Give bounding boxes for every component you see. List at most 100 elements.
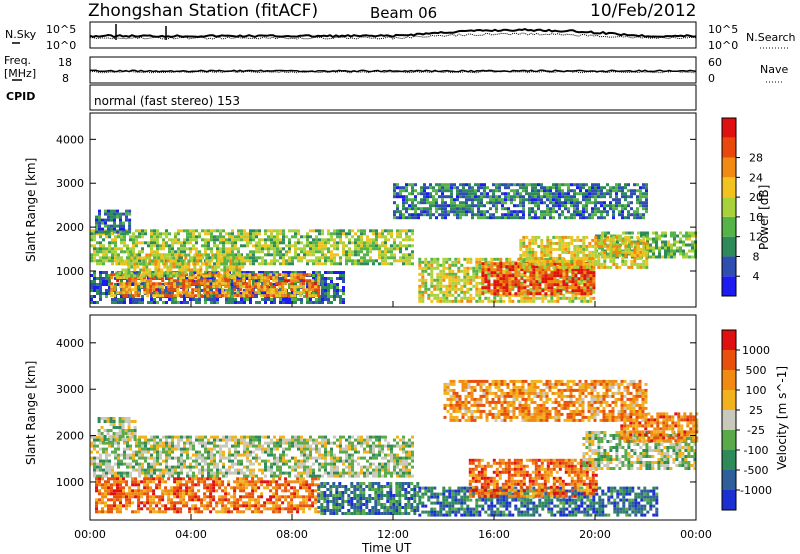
heatmap-cell — [499, 274, 503, 278]
heatmap-cell — [348, 247, 351, 251]
heatmap-cell — [583, 274, 587, 278]
heatmap-cell — [276, 235, 279, 239]
heatmap-cell — [216, 250, 219, 254]
heatmap-cell — [111, 229, 114, 233]
heatmap-cell — [366, 244, 369, 248]
heatmap-cell — [600, 201, 603, 205]
heatmap-cell — [670, 234, 673, 238]
heatmap-cell — [541, 293, 545, 297]
heatmap-cell — [279, 247, 282, 251]
heatmap-cell — [586, 286, 590, 290]
heatmap-cell — [285, 298, 288, 301]
heatmap-cell — [178, 265, 182, 269]
heatmap-cell — [384, 253, 387, 257]
heatmap-cell — [122, 294, 126, 298]
heatmap-cell — [444, 207, 447, 211]
heatmap-cell — [135, 459, 138, 463]
heatmap-cell — [173, 294, 177, 298]
heatmap-cell — [238, 253, 242, 257]
heatmap-cell — [465, 198, 468, 202]
heatmap-cell — [93, 435, 96, 439]
heatmap-cell — [132, 244, 135, 248]
heatmap-cell — [408, 262, 411, 266]
heatmap-cell — [222, 229, 225, 233]
heatmap-cell — [138, 438, 141, 442]
heatmap-cell — [528, 262, 532, 266]
heatmap-cell — [167, 288, 171, 292]
heatmap-cell — [153, 459, 156, 463]
heatmap-cell — [535, 283, 539, 287]
heatmap-cell — [688, 255, 691, 259]
heatmap-cell — [354, 241, 357, 245]
heatmap-cell — [110, 276, 114, 280]
heatmap-cell — [153, 292, 156, 295]
heatmap-cell — [342, 271, 345, 274]
heatmap-cell — [384, 262, 387, 266]
heatmap-cell — [633, 250, 637, 254]
heatmap-cell — [99, 474, 102, 478]
heatmap-cell — [451, 281, 455, 285]
heatmap-cell — [354, 250, 357, 254]
noise-search-line — [89, 32, 697, 40]
heatmap-cell — [330, 283, 333, 286]
heatmap-cell — [175, 265, 179, 269]
heatmap-cell — [642, 259, 646, 263]
heatmap-cell — [123, 301, 126, 304]
heatmap-cell — [184, 265, 188, 269]
heatmap-cell — [270, 247, 273, 251]
heatmap-cell — [208, 271, 212, 275]
heatmap-cell — [312, 247, 315, 251]
heatmap-cell — [171, 468, 174, 472]
heatmap-cell — [121, 268, 125, 272]
heatmap-cell — [363, 232, 366, 236]
heatmap-cell — [336, 229, 339, 233]
heatmap-cell — [105, 441, 108, 445]
heatmap-cell — [166, 271, 170, 275]
heatmap-cell — [442, 296, 446, 300]
heatmap-cell — [132, 271, 135, 274]
heatmap-cell — [405, 256, 408, 260]
heatmap-cell — [203, 282, 207, 286]
heatmap-cell — [159, 444, 162, 448]
heatmap-cell — [348, 241, 351, 245]
heatmap-cell — [591, 207, 594, 211]
heatmap-cell — [205, 268, 209, 272]
heatmap-cell — [639, 238, 643, 242]
heatmap-cell — [543, 259, 547, 263]
heatmap-cell — [475, 269, 479, 273]
heatmap-cell — [141, 465, 144, 469]
heatmap-cell — [135, 444, 138, 448]
heatmap-cell — [502, 280, 506, 284]
heatmap-cell — [117, 456, 120, 460]
heatmap-cell — [146, 291, 150, 295]
heatmap-cell — [589, 284, 593, 288]
heatmap-cell — [237, 250, 240, 254]
heatmap-cell — [276, 271, 279, 274]
heatmap-cell — [184, 268, 188, 272]
heatmap-cell — [196, 268, 200, 272]
heatmap-cell — [138, 250, 141, 254]
heatmap-cell — [239, 279, 243, 283]
heatmap-cell — [161, 294, 165, 298]
heatmap-cell — [535, 265, 539, 269]
heatmap-cell — [236, 285, 240, 289]
heatmap-cell — [448, 284, 452, 288]
heatmap-cell — [267, 235, 270, 239]
heatmap-cell — [327, 301, 330, 304]
heatmap-cell — [239, 288, 243, 292]
heatmap-cell — [195, 438, 198, 442]
heatmap-cell — [586, 271, 590, 275]
heatmap-cell — [242, 285, 246, 289]
heatmap-cell — [171, 447, 174, 451]
heatmap-cell — [576, 253, 580, 257]
heatmap-cell — [661, 231, 664, 235]
heatmap-cell — [534, 198, 537, 202]
heatmap-cell — [436, 263, 440, 267]
heatmap-cell — [192, 465, 195, 469]
heatmap-cell — [98, 230, 101, 234]
heatmap-cell — [261, 292, 264, 295]
heatmap-cell — [129, 447, 132, 451]
heatmap-cell — [108, 465, 111, 469]
heatmap-cell — [90, 286, 93, 289]
heatmap-cell — [240, 238, 243, 242]
